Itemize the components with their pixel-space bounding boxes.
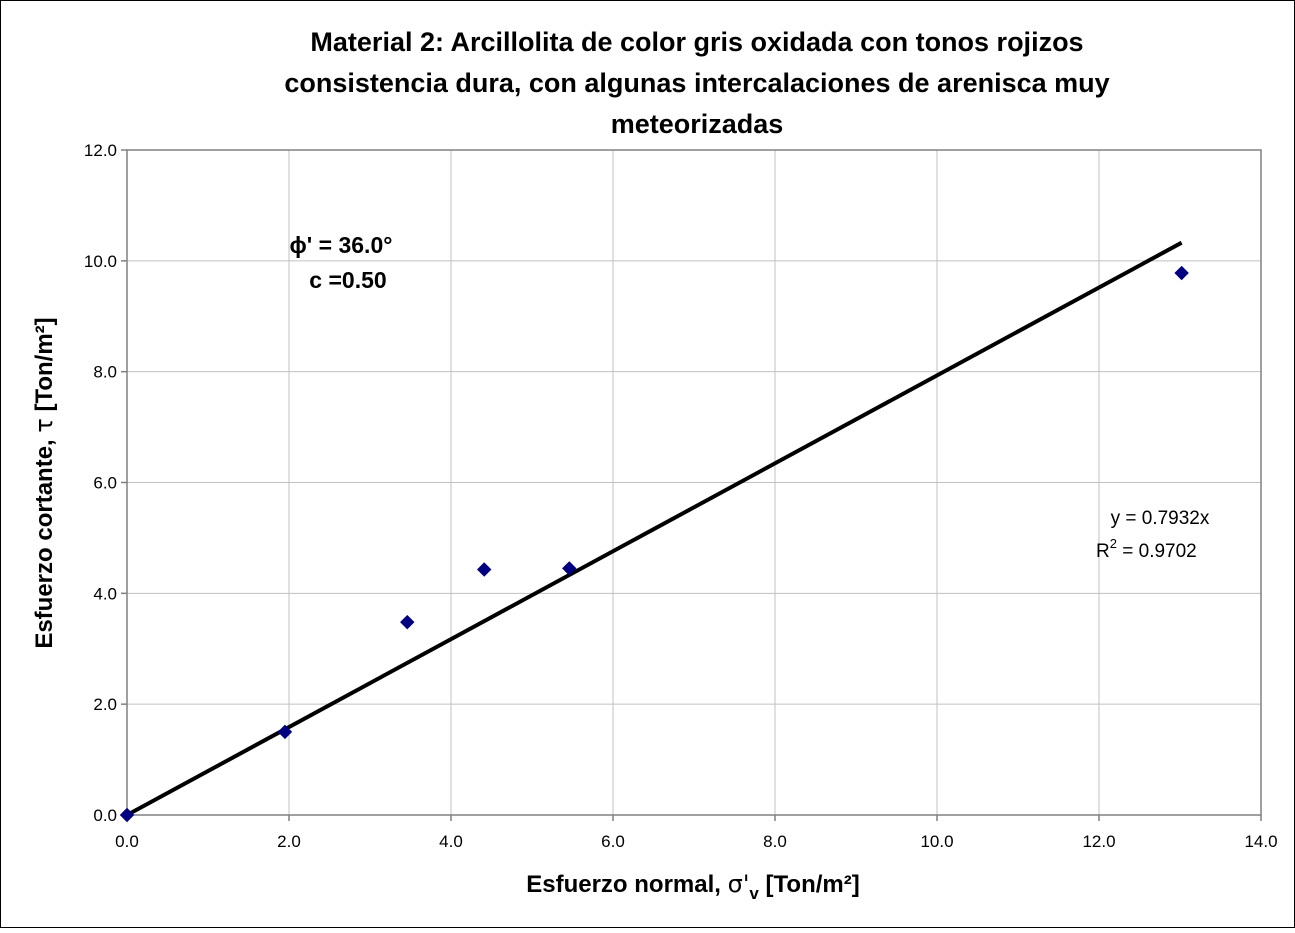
x-axis-subscript: v bbox=[749, 884, 759, 903]
gridlines bbox=[127, 150, 1261, 815]
trendline-r-squared: R2 = 0.9702 bbox=[1096, 536, 1197, 562]
x-axis-sigma-symbol: σ' bbox=[728, 870, 750, 898]
y-tick-label: 12.0 bbox=[84, 141, 117, 160]
r2-value: = 0.9702 bbox=[1117, 541, 1197, 562]
y-axis-title: Esfuerzo cortante, τ [Ton/m²] bbox=[30, 317, 58, 648]
data-point-marker bbox=[1174, 265, 1189, 281]
data-point-marker bbox=[277, 724, 293, 740]
y-tick-label: 6.0 bbox=[93, 474, 117, 493]
data-point-marker bbox=[562, 561, 577, 576]
y-tick-label: 2.0 bbox=[93, 695, 117, 714]
y-tick-label: 8.0 bbox=[93, 363, 117, 382]
x-tick-label: 0.0 bbox=[115, 832, 139, 851]
data-point-marker bbox=[400, 614, 415, 630]
x-tick-label: 10.0 bbox=[920, 832, 953, 851]
chart-title-line-3: meteorizadas bbox=[611, 109, 784, 139]
x-axis-title: Esfuerzo normal, σ'v [Ton/m²] bbox=[526, 870, 860, 903]
y-axis-title-suffix: [Ton/m²] bbox=[31, 317, 58, 418]
data-point-marker bbox=[477, 562, 492, 577]
trendline bbox=[126, 240, 1183, 817]
y-axis-title-prefix: Esfuerzo cortante, bbox=[31, 433, 58, 649]
x-tick-label: 6.0 bbox=[601, 832, 625, 851]
x-tick-label: 14.0 bbox=[1244, 832, 1277, 851]
cohesion-annotation: c =0.50 bbox=[309, 267, 386, 293]
x-axis-title-prefix: Esfuerzo normal, bbox=[526, 871, 727, 898]
chart-title-line-1: Material 2: Arcillolita de color gris ox… bbox=[310, 27, 1083, 57]
y-tick-label: 0.0 bbox=[93, 806, 117, 825]
axis-ticks: 0.0 2.0 4.0 6.0 8.0 10.0 12.0 14.0 0.0 2.0 4.0 6.0 8… bbox=[84, 141, 1278, 851]
y-tick-label: 4.0 bbox=[93, 584, 117, 603]
chart-title-line-2: consistencia dura, con algunas intercala… bbox=[284, 68, 1109, 98]
r2-superscript: 2 bbox=[1110, 536, 1117, 551]
x-tick-label: 4.0 bbox=[439, 832, 463, 851]
phi-annotation: ϕ' = 36.0° bbox=[290, 232, 393, 258]
data-points bbox=[119, 265, 1189, 823]
x-tick-label: 12.0 bbox=[1082, 832, 1115, 851]
data-point-marker bbox=[119, 807, 135, 823]
trendline-equation: y = 0.7932x bbox=[1111, 508, 1210, 529]
x-tick-label: 8.0 bbox=[763, 832, 787, 851]
trendline-layer bbox=[126, 240, 1183, 817]
x-tick-label: 2.0 bbox=[277, 832, 301, 851]
r2-prefix: R bbox=[1096, 541, 1110, 562]
y-axis-tau-symbol: τ bbox=[30, 418, 58, 432]
y-tick-label: 10.0 bbox=[84, 252, 117, 271]
x-axis-title-suffix: [Ton/m²] bbox=[759, 871, 860, 898]
